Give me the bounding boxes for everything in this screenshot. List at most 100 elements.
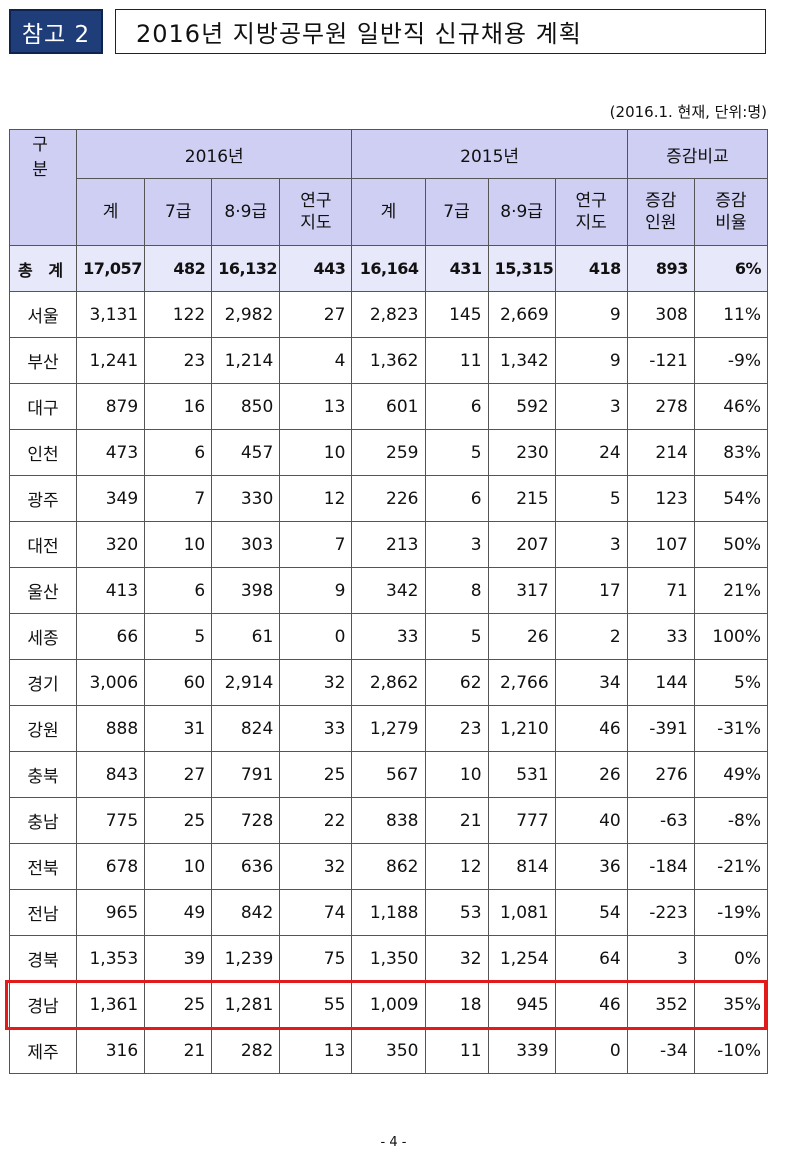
subheader-cell: 8·9급: [487, 178, 556, 246]
table-cell: 838: [351, 797, 426, 844]
row-label: 제주: [8, 1027, 78, 1074]
table-cell: 207: [487, 521, 556, 568]
table-cell: 27: [279, 291, 353, 338]
row-label: 전남: [8, 889, 78, 936]
subheader-cell: 7급: [144, 178, 213, 246]
table-cell: 3: [424, 521, 489, 568]
table-cell: 46%: [693, 383, 769, 430]
table-cell: 46: [554, 705, 628, 752]
page-title: 2016년 지방공무원 일반직 신규채용 계획: [115, 9, 766, 54]
table-cell: 23: [144, 337, 213, 384]
table-cell: 965: [76, 889, 146, 936]
table-cell: 27: [144, 751, 213, 798]
table-cell: 2,862: [351, 659, 426, 706]
table-cell: 316: [76, 1027, 146, 1074]
table-cell: 32: [279, 843, 353, 890]
table-cell: -184: [626, 843, 695, 890]
table-cell: -34: [626, 1027, 695, 1074]
table-cell: 342: [351, 567, 426, 614]
table-cell: 32: [424, 935, 489, 982]
table-cell: 1,342: [487, 337, 556, 384]
table-cell: 21: [144, 1027, 213, 1074]
table-cell: 64: [554, 935, 628, 982]
subheader-cell: 증감 인원: [626, 178, 695, 246]
table-row: 서울 3,131 122 2,982 27 2,823 145 2,669 9 308 11%: [8, 291, 769, 338]
row-label: 강원: [8, 705, 78, 752]
table-cell: 1,241: [76, 337, 146, 384]
row-label: 울산: [8, 567, 78, 614]
table-cell: 850: [211, 383, 281, 430]
table-cell: 54: [554, 889, 628, 936]
table-cell: 49%: [693, 751, 769, 798]
table-cell: 728: [211, 797, 281, 844]
table-cell: 1,353: [76, 935, 146, 982]
table-cell: 26: [487, 613, 556, 660]
table-row: 경북 1,353 39 1,239 75 1,350 32 1,254 64 3 0%: [8, 935, 769, 982]
unit-note: (2016.1. 현재, 단위:명): [609, 103, 767, 121]
recruitment-table: 구 분 2016년 2015년 증감비교 계 7급 8·9급 연구 지도 계 7급 8·9급…: [8, 129, 769, 1074]
table-cell: 50%: [693, 521, 769, 568]
table-cell: 226: [351, 475, 426, 522]
row-label: 세종: [8, 613, 78, 660]
table-cell: 145: [424, 291, 489, 338]
table-cell: 350: [351, 1027, 426, 1074]
table-cell: 3: [626, 935, 695, 982]
table-cell: 2,766: [487, 659, 556, 706]
table-cell: 945: [487, 981, 556, 1028]
table-cell: 278: [626, 383, 695, 430]
table-cell: 1,254: [487, 935, 556, 982]
table-cell: 13: [279, 1027, 353, 1074]
row-label: 인천: [8, 429, 78, 476]
table-cell: 0%: [693, 935, 769, 982]
table-row: 인천 473 6 457 10 259 5 230 24 214 83%: [8, 429, 769, 476]
table-cell: 18: [424, 981, 489, 1028]
table-cell: 12: [279, 475, 353, 522]
table-cell: 5: [424, 613, 489, 660]
table-cell: 61: [211, 613, 281, 660]
table-cell: 824: [211, 705, 281, 752]
table-cell: 3: [554, 383, 628, 430]
table-cell: 214: [626, 429, 695, 476]
reference-badge: 참고 2: [9, 9, 103, 54]
table-row: 경기 3,006 60 2,914 32 2,862 62 2,766 34 144 5%: [8, 659, 769, 706]
table-cell: 3,006: [76, 659, 146, 706]
table-cell: 814: [487, 843, 556, 890]
table-cell: 6: [424, 383, 489, 430]
table-cell: 100%: [693, 613, 769, 660]
table-cell: 2,669: [487, 291, 556, 338]
table-cell: 349: [76, 475, 146, 522]
table-cell: 567: [351, 751, 426, 798]
table-cell: 0: [554, 1027, 628, 1074]
table-cell: -10%: [693, 1027, 769, 1074]
table-cell: 678: [76, 843, 146, 890]
row-label: 대구: [8, 383, 78, 430]
table-cell: 1,214: [211, 337, 281, 384]
table-cell: 83%: [693, 429, 769, 476]
table-row: 세종 66 5 61 0 33 5 26 2 33 100%: [8, 613, 769, 660]
table-cell: 49: [144, 889, 213, 936]
table-cell: 17: [554, 567, 628, 614]
table-cell: 8: [424, 567, 489, 614]
table-cell: 1,281: [211, 981, 281, 1028]
table-row: 전북 678 10 636 32 862 12 814 36 -184 -21%: [8, 843, 769, 890]
row-label: 경북: [8, 935, 78, 982]
table-cell: 55: [279, 981, 353, 1028]
table-row: 충남 775 25 728 22 838 21 777 40 -63 -8%: [8, 797, 769, 844]
table-cell: 53: [424, 889, 489, 936]
table-row: 강원 888 31 824 33 1,279 23 1,210 46 -391 -31%: [8, 705, 769, 752]
row-label: 경기: [8, 659, 78, 706]
table-cell: 215: [487, 475, 556, 522]
table-cell: 893: [626, 245, 695, 292]
table-cell: 5: [554, 475, 628, 522]
table-cell: 1,009: [351, 981, 426, 1028]
subheader-cell: 8·9급: [211, 178, 281, 246]
subheader-cell: 연구 지도: [279, 178, 353, 246]
subheader-cell: 증감 비율: [693, 178, 769, 246]
header-group-2016: 2016년: [76, 129, 353, 179]
table-cell: -21%: [693, 843, 769, 890]
row-label: 경남: [8, 981, 78, 1028]
table-row: 제주 316 21 282 13 350 11 339 0 -34 -10%: [8, 1027, 769, 1074]
table-cell: 12: [424, 843, 489, 890]
table-cell: 5: [144, 613, 213, 660]
subheader-cell: 7급: [424, 178, 489, 246]
